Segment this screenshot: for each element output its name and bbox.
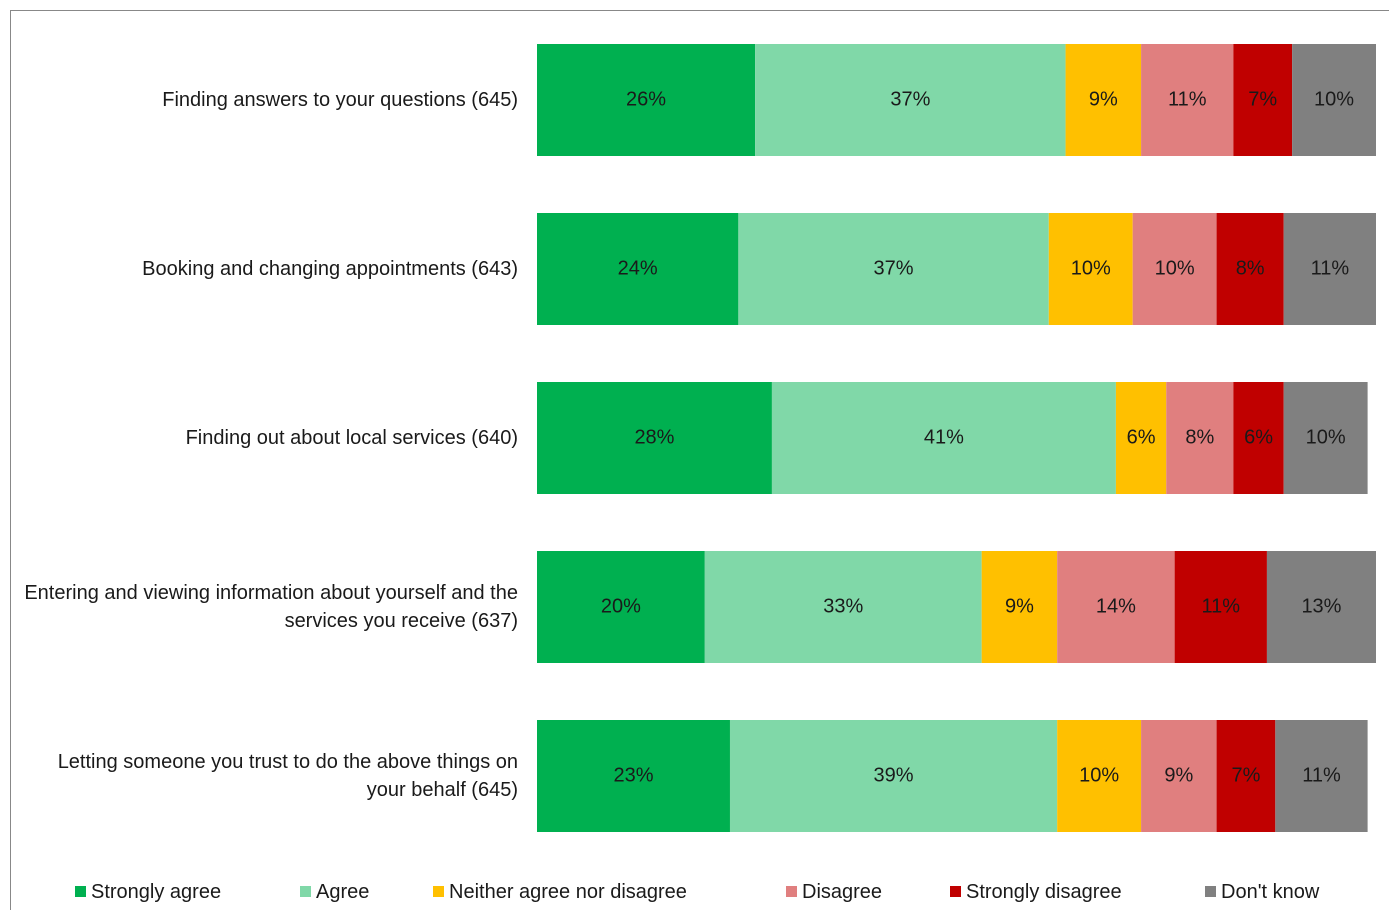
bar-segment <box>537 551 705 663</box>
bar-segment <box>537 720 730 832</box>
bar-segment <box>1057 720 1142 832</box>
value-label: 9% <box>1089 88 1118 110</box>
bar-segment <box>1141 44 1234 156</box>
value-label: 11% <box>1302 764 1341 786</box>
legend-swatch <box>75 886 86 897</box>
value-label: 6% <box>1244 426 1273 448</box>
value-label: 8% <box>1236 257 1265 279</box>
bar-segment <box>1292 44 1376 156</box>
value-label: 6% <box>1127 426 1156 448</box>
value-label: 8% <box>1185 426 1214 448</box>
legend-swatch <box>950 886 961 897</box>
value-label: 9% <box>1164 764 1193 786</box>
value-label: 10% <box>1314 88 1354 110</box>
value-label: 7% <box>1232 764 1261 786</box>
value-label: 11% <box>1202 595 1241 617</box>
value-label: 41% <box>924 426 964 448</box>
value-label: 11% <box>1168 88 1207 110</box>
bar-segment <box>1174 551 1267 663</box>
legend-swatch <box>1205 886 1216 897</box>
bar-segment <box>1065 44 1142 156</box>
value-label: 13% <box>1301 595 1341 617</box>
bar-segment <box>1048 213 1133 325</box>
category-label: Finding out about local services (640) <box>185 427 518 449</box>
bar-segment <box>1141 720 1217 832</box>
bar-segment <box>1233 44 1293 156</box>
legend-item: Strongly disagree <box>950 878 1122 906</box>
legend-item: Neither agree nor disagree <box>433 878 687 906</box>
value-label: 33% <box>823 595 863 617</box>
legend-label: Neither agree nor disagree <box>449 881 687 903</box>
bar-segment <box>1266 551 1376 663</box>
legend-label: Don't know <box>1221 881 1320 903</box>
category-label: Letting someone you trust to do the abov… <box>57 751 518 801</box>
frame <box>10 10 1389 910</box>
bar-segment <box>1283 382 1368 494</box>
bar-segment <box>729 720 1058 832</box>
value-label: 7% <box>1248 88 1277 110</box>
bar-segment <box>537 213 739 325</box>
value-label: 37% <box>874 257 914 279</box>
bar-segment <box>1057 551 1175 663</box>
bar-segment <box>1275 720 1368 832</box>
value-label: 11% <box>1311 257 1350 279</box>
value-label: 26% <box>626 88 666 110</box>
value-label: 24% <box>618 257 658 279</box>
bar-segment <box>1132 213 1217 325</box>
value-label: 20% <box>601 595 641 617</box>
legend-label: Strongly agree <box>91 881 222 903</box>
value-label: 9% <box>1005 595 1034 617</box>
legend-item: Don't know <box>1205 878 1319 906</box>
legend-label: Strongly disagree <box>966 881 1122 903</box>
bar-segment <box>1115 382 1167 494</box>
category-label: Finding answers to your questions (645) <box>162 89 518 111</box>
value-label: 37% <box>890 88 930 110</box>
bar-segment <box>1166 382 1234 494</box>
bar-segment <box>1216 213 1284 325</box>
value-label: 23% <box>613 764 653 786</box>
bar-segment <box>704 551 982 663</box>
legend-item: Agree <box>300 878 369 906</box>
legend-swatch <box>300 886 311 897</box>
bar-segment <box>1233 382 1284 494</box>
bar-segment <box>771 382 1116 494</box>
value-label: 28% <box>634 426 674 448</box>
category-label: Entering and viewing information about y… <box>24 582 518 632</box>
legend-item: Strongly agree <box>75 878 221 906</box>
value-label: 10% <box>1071 257 1111 279</box>
bar-segment <box>755 44 1066 156</box>
bar-segment <box>738 213 1049 325</box>
legend: Strongly agree Agree Neither agree nor dis… <box>0 878 1389 906</box>
bar-segment <box>537 382 772 494</box>
value-label: 14% <box>1096 595 1136 617</box>
value-label: 10% <box>1306 426 1346 448</box>
bar-segment <box>1216 720 1276 832</box>
value-label: 10% <box>1155 257 1195 279</box>
legend-swatch <box>786 886 797 897</box>
bar-segment <box>537 44 756 156</box>
bar-segment <box>981 551 1058 663</box>
legend-item: Disagree <box>786 878 882 906</box>
category-label: Booking and changing appointments (643) <box>142 258 518 280</box>
value-label: 10% <box>1079 764 1119 786</box>
legend-label: Agree <box>316 881 370 903</box>
legend-swatch <box>433 886 444 897</box>
legend-label: Disagree <box>802 881 883 903</box>
bar-segment <box>1283 213 1376 325</box>
value-label: 39% <box>874 764 914 786</box>
